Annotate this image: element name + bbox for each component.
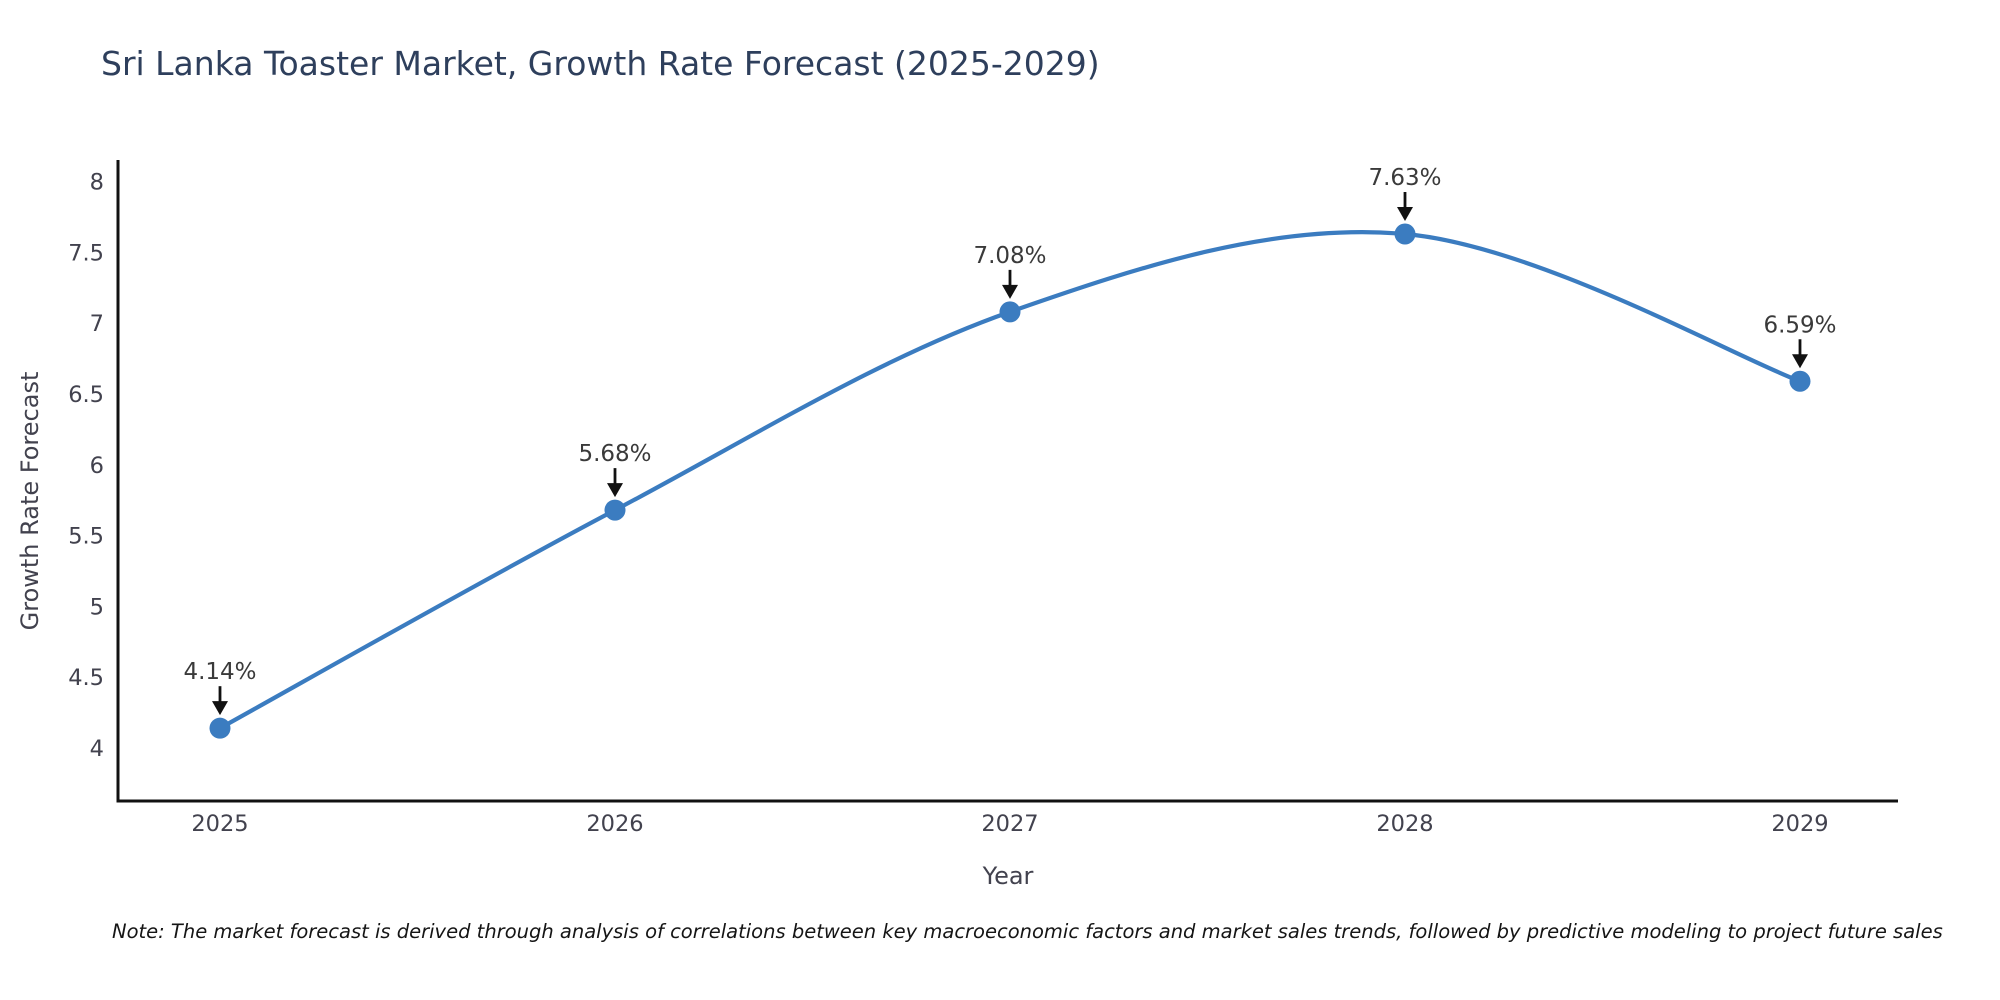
x-tick-label: 2027 — [981, 811, 1038, 837]
data-point-marker — [604, 499, 626, 521]
annotation-arrow-head — [1792, 354, 1808, 369]
y-tick-label: 7 — [90, 311, 104, 337]
annotation-arrow-head — [1002, 284, 1018, 299]
data-point-marker — [1394, 223, 1416, 245]
y-tick-label: 4.5 — [68, 665, 104, 691]
x-axis-label: Year — [982, 862, 1034, 890]
axis-spines — [116, 160, 1898, 803]
data-point-marker — [209, 717, 231, 739]
data-point-value-label: 5.68% — [578, 441, 651, 467]
data-point-value-label: 4.14% — [183, 659, 256, 685]
y-tick-label: 5.5 — [68, 524, 104, 550]
data-point-value-label: 6.59% — [1763, 312, 1836, 338]
chart-title: Sri Lanka Toaster Market, Growth Rate Fo… — [101, 44, 1100, 83]
y-tick-label: 5 — [90, 594, 104, 620]
data-point-value-label: 7.63% — [1368, 165, 1441, 191]
x-tick-label: 2026 — [586, 811, 643, 837]
y-tick-label: 8 — [90, 170, 104, 196]
y-tick-label: 6.5 — [68, 382, 104, 408]
y-tick-label: 7.5 — [68, 240, 104, 266]
data-point-marker — [1789, 370, 1811, 392]
x-tick-label: 2028 — [1376, 811, 1433, 837]
annotation-arrow-head — [1397, 206, 1413, 221]
annotation-arrow-head — [607, 483, 623, 498]
data-point-value-label: 7.08% — [973, 243, 1046, 269]
data-point-marker — [999, 301, 1021, 323]
x-tick-label: 2025 — [191, 811, 248, 837]
annotation-arrow-head — [212, 701, 228, 716]
footnote: Note: The market forecast is derived thr… — [112, 920, 1943, 943]
x-tick-label: 2029 — [1771, 811, 1828, 837]
y-tick-label: 6 — [90, 453, 104, 479]
y-tick-label: 4 — [90, 736, 104, 762]
